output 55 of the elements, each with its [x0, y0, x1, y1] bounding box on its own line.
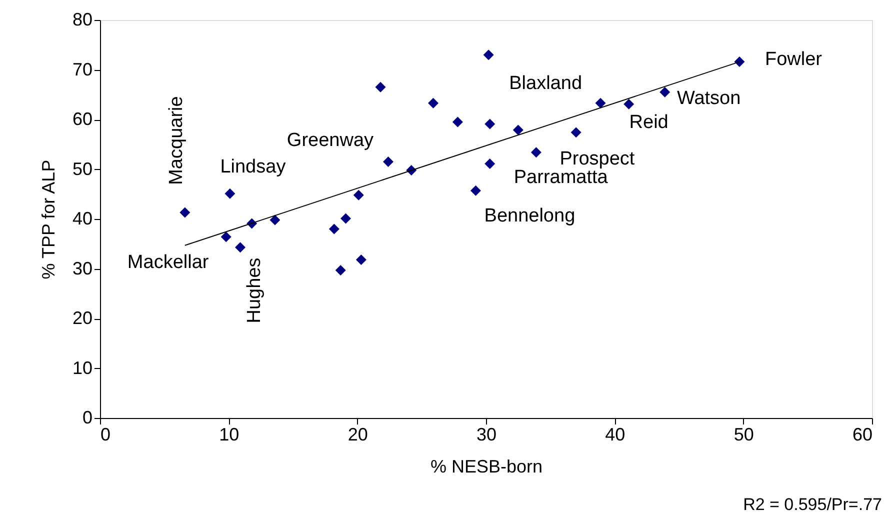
point: [470, 185, 481, 196]
annotation: Hughes: [244, 258, 265, 324]
annotation: Greenway: [286, 130, 374, 151]
annotation: Lindsay: [220, 156, 286, 178]
point: [375, 82, 386, 92]
point: [328, 224, 340, 234]
x-axis-title: % NESB-born: [430, 456, 543, 476]
point: [270, 214, 280, 226]
point: [224, 188, 236, 199]
annotation: Macquarie: [166, 96, 187, 185]
point: [570, 127, 582, 138]
x-tick-label: 40: [605, 424, 626, 444]
point: [428, 98, 438, 108]
point: [452, 116, 463, 128]
x-tick-label: 10: [219, 424, 240, 444]
point: [335, 265, 346, 276]
x-tick-label: 30: [476, 424, 497, 444]
y-tick-label: 30: [72, 258, 92, 278]
point: [483, 50, 494, 60]
annotation: Reid: [629, 112, 668, 134]
point: [512, 124, 524, 136]
point: [340, 213, 351, 224]
y-axis-title: % TPP for ALP: [38, 160, 58, 280]
point: [235, 242, 246, 253]
y-tick-label: 60: [72, 109, 92, 129]
point: [484, 118, 496, 130]
point: [660, 86, 670, 98]
y-tick-label: 20: [72, 308, 92, 328]
point: [530, 147, 542, 158]
point: [484, 158, 496, 170]
point: [734, 56, 745, 68]
annotation: Blaxland: [509, 72, 582, 94]
y-tick-label: 40: [72, 208, 92, 228]
annotation: Bennelong: [484, 206, 576, 227]
point: [595, 98, 606, 108]
point: [356, 254, 366, 266]
y-tick-label: 50: [72, 158, 92, 179]
x-tick-label: 20: [348, 424, 368, 444]
point: [624, 98, 634, 110]
point: [353, 190, 364, 200]
y-tick-label: 70: [72, 59, 92, 80]
x-tick-label: 60: [852, 424, 872, 444]
text: R2 = 0.595/Pr=.77: [743, 495, 882, 514]
x-tick-label: 50: [734, 424, 754, 444]
annotation: Mackellar: [127, 252, 210, 273]
y-tick-label: 80: [72, 10, 92, 30]
y-tick-label: 10: [72, 358, 92, 378]
x-tick-label: 0: [100, 424, 111, 444]
point: [382, 156, 394, 168]
annotation: Prospect: [560, 148, 636, 170]
annotation: Watson: [676, 88, 741, 110]
y-tick-label: 0: [82, 408, 92, 428]
annotation: Fowler: [764, 48, 823, 70]
point: [220, 232, 232, 242]
point: [180, 207, 190, 218]
